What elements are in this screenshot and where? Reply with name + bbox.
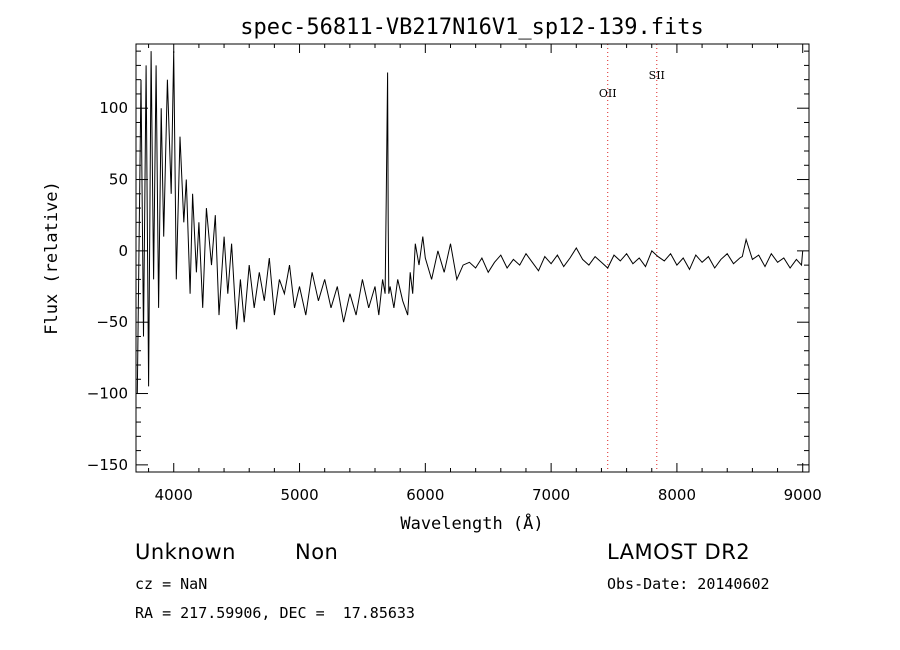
plot-frame [135, 43, 810, 473]
chart-title: spec-56811-VB217N16V1_sp12-139.fits [240, 15, 704, 40]
y-axis-label: Flux (relative) [42, 181, 62, 335]
annotation-label: SII [649, 69, 665, 82]
coordinates-text: RA = 217.59906, DEC = 17.85633 [135, 604, 415, 622]
annotation-label: OII [599, 87, 617, 100]
y-tick-label: −100 [87, 385, 128, 403]
y-tick-label: 100 [99, 99, 128, 117]
x-tick-label: 8000 [658, 486, 696, 504]
x-tick-label: 7000 [532, 486, 570, 504]
y-tick-label: 50 [109, 171, 128, 189]
y-tick-label: −50 [96, 313, 128, 331]
x-axis-label: Wavelength (Å) [400, 512, 543, 534]
survey-label: LAMOST DR2 [607, 540, 751, 564]
x-tick-label: 9000 [784, 486, 822, 504]
cz-text: cz = NaN [135, 575, 208, 593]
x-tick-label: 4000 [155, 486, 193, 504]
spectrum-line [136, 51, 804, 394]
obs-date-text: Obs-Date: 20140602 [607, 575, 770, 593]
class-label: Unknown [135, 540, 236, 564]
x-tick-label: 5000 [280, 486, 318, 504]
y-tick-label: −150 [87, 456, 128, 474]
x-tick-label: 6000 [406, 486, 444, 504]
x-axis: 4000 5000 6000 7000 8000 9000 [148, 44, 822, 504]
y-tick-label: 0 [118, 242, 128, 260]
y-axis: −150 −100 −50 0 50 100 [87, 50, 809, 474]
subclass-label: Non [295, 540, 339, 564]
plot-marks: OII SII [136, 44, 804, 472]
